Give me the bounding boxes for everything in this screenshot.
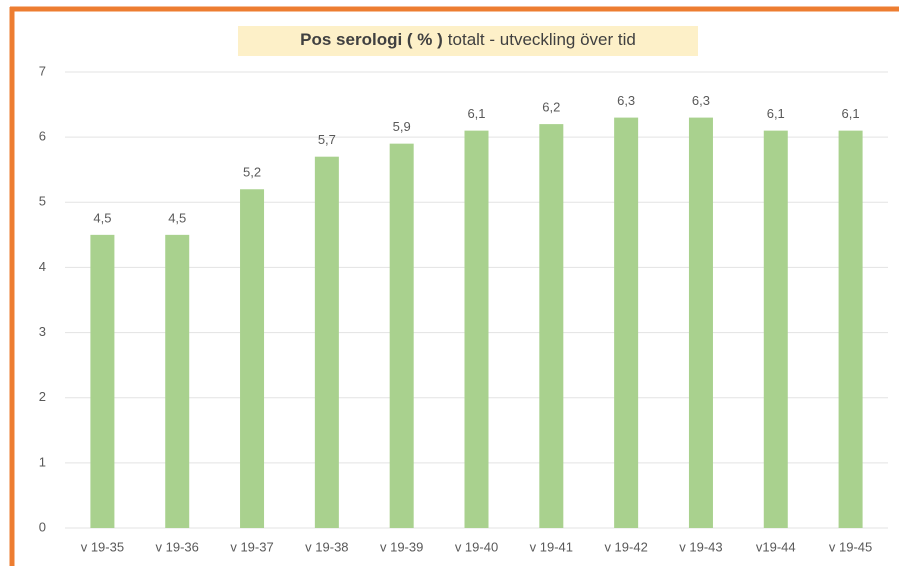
bar: [539, 124, 564, 528]
data-label: 6,1: [842, 106, 860, 121]
y-tick-label: 6: [39, 129, 46, 144]
data-label: 6,3: [692, 93, 710, 108]
x-tick-label: v 19-39: [380, 539, 423, 554]
data-label: 4,5: [168, 210, 186, 225]
x-tick-label: v 19-36: [156, 539, 199, 554]
y-tick-label: 4: [39, 259, 46, 274]
title-box: [238, 26, 698, 56]
x-tick-label: v19-44: [756, 539, 796, 554]
bar: [688, 117, 713, 528]
x-tick-label: v 19-35: [81, 539, 124, 554]
x-tick-label: v 19-45: [829, 539, 872, 554]
x-tick-label: v 19-41: [530, 539, 573, 554]
title-regular: totalt - utveckling över tid: [448, 30, 636, 49]
bar: [763, 130, 788, 528]
data-label: 5,7: [318, 132, 336, 147]
x-tick-label: v 19-38: [305, 539, 348, 554]
chart-title: Pos serologi ( % ) totalt - utveckling öv…: [300, 30, 636, 49]
y-tick-label: 3: [39, 324, 46, 339]
x-tick-label: v 19-40: [455, 539, 498, 554]
data-label: 4,5: [93, 210, 111, 225]
data-label: 6,3: [617, 93, 635, 108]
bar: [614, 117, 639, 528]
x-tick-label: v 19-43: [679, 539, 722, 554]
y-tick-label: 5: [39, 194, 46, 209]
bar: [838, 130, 863, 528]
data-label: 6,2: [542, 100, 560, 115]
bar: [240, 189, 265, 528]
bar: [314, 156, 339, 528]
y-tick-label: 2: [39, 389, 46, 404]
y-tick-label: 1: [39, 454, 46, 469]
bar: [464, 130, 489, 528]
bar: [165, 234, 190, 528]
y-tick-label: 0: [39, 519, 46, 534]
data-label: 5,2: [243, 165, 261, 180]
data-label: 6,1: [467, 106, 485, 121]
x-tick-label: v 19-37: [230, 539, 273, 554]
title-bold: Pos serologi ( % ): [300, 30, 443, 49]
y-tick-label: 7: [39, 63, 46, 78]
bar: [389, 143, 414, 528]
data-label: 6,1: [767, 106, 785, 121]
x-tick-label: v 19-42: [604, 539, 647, 554]
bar: [90, 234, 115, 528]
data-label: 5,9: [393, 119, 411, 134]
